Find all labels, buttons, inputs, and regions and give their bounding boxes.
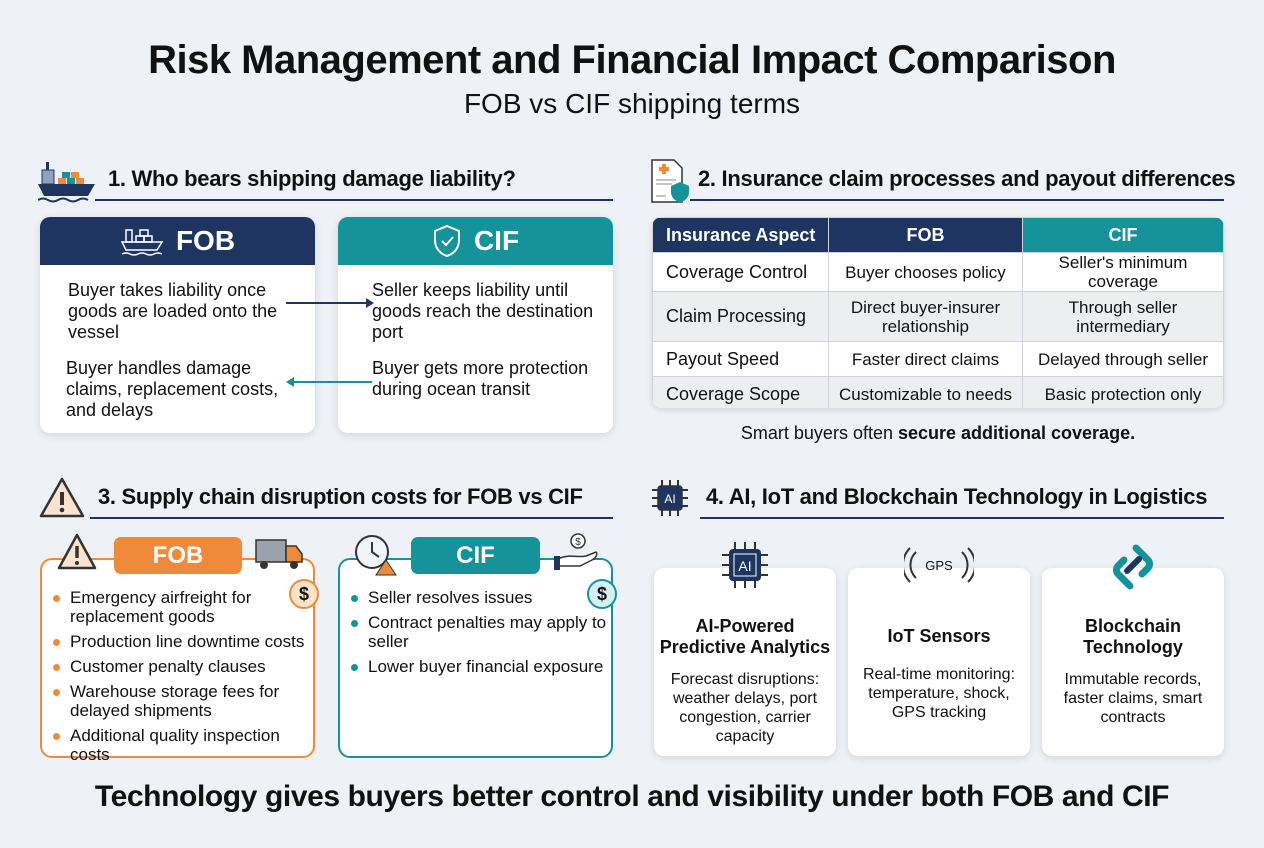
tech-card-text: Forecast disruptions: weather delays, po…: [670, 671, 820, 745]
delivery-truck-icon: [255, 539, 303, 569]
note-text: Smart buyers often: [740, 423, 898, 443]
list-item: Lower buyer financial exposure: [340, 657, 611, 676]
warning-icon: [57, 533, 97, 570]
table-row: Coverage Scope Customizable to needs Basic…: [652, 376, 1224, 408]
cell: Payout Speed: [652, 341, 829, 377]
cell: Basic protection only: [1022, 376, 1224, 408]
list-item: Warehouse storage fees for delayed shipm…: [42, 682, 313, 720]
cif-point-2: Buyer gets more protection during ocean …: [372, 358, 589, 399]
list-item: Contract penalties may apply to seller: [340, 613, 611, 651]
list-item: Additional quality inspection costs: [42, 726, 313, 764]
tech-card-text: Immutable records, faster claims, smart …: [1063, 671, 1203, 726]
divider: [90, 517, 613, 519]
cell: Buyer chooses policy: [828, 252, 1023, 292]
cell: Delayed through seller: [1022, 341, 1224, 377]
insurance-comparison-table: Insurance Aspect FOB CIF Coverage Control B…: [652, 217, 1224, 408]
page-title: Risk Management and Financial Impact Com…: [148, 38, 1116, 82]
cif-point-1: Seller keeps liability until goods reach…: [372, 280, 594, 342]
dollar-icon: $: [289, 579, 319, 609]
coverage-note: Smart buyers often secure additional cov…: [652, 423, 1224, 444]
fob-label: FOB: [175, 225, 236, 256]
table-row: Payout Speed Faster direct claims Delayed …: [652, 341, 1224, 377]
divider: [95, 199, 613, 201]
column-header: CIF: [1022, 217, 1224, 253]
section3-heading: 3. Supply chain disruption costs for FOB…: [98, 484, 583, 509]
cell: Coverage Scope: [652, 376, 829, 408]
cargo-ship-icon: [38, 162, 95, 203]
note-emphasis: secure additional coverage.: [897, 423, 1136, 443]
cif-cost-list: Seller resolves issues Contract penaltie…: [340, 588, 611, 676]
ai-icon-text: AI: [738, 558, 751, 574]
cif-pill: CIF: [411, 537, 540, 574]
dollar-icon: $: [587, 579, 617, 609]
divider: [690, 199, 1224, 201]
section4-heading: 4. AI, IoT and Blockchain Technology in …: [706, 484, 1208, 509]
tech-card-blockchain: Blockchain Technology Immutable records, …: [1042, 568, 1224, 756]
table-row: Claim Processing Direct buyer-insurer rel…: [652, 291, 1224, 342]
list-item: Seller resolves issues: [340, 588, 611, 607]
shield-check-icon: [433, 224, 460, 258]
gps-icon-text: GPS: [925, 558, 953, 573]
cell: Customizable to needs: [828, 376, 1023, 408]
cif-label: CIF: [473, 225, 520, 256]
footer-statement: Technology gives buyers better control a…: [94, 780, 1170, 813]
list-item: Customer penalty clauses: [42, 657, 313, 676]
fob-liability-card: FOB Buyer takes liability once goods are…: [40, 217, 315, 433]
section2-heading: 2. Insurance claim processes and payout …: [698, 166, 1236, 191]
list-item: Production line downtime costs: [42, 632, 313, 651]
fob-point-1: Buyer takes liability once goods are loa…: [68, 280, 278, 342]
fob-cost-list: Emergency airfreight for replacement goo…: [42, 588, 313, 764]
clock-delay-icon: [355, 535, 397, 576]
ai-chip-icon: AI: [652, 480, 688, 516]
tech-card-iot: IoT Sensors Real-time monitoring: tempera…: [848, 568, 1030, 756]
cif-disruption-box: Seller resolves issues Contract penaltie…: [338, 558, 617, 758]
column-header: Insurance Aspect: [652, 217, 829, 253]
tech-card-title: AI-Powered Predictive Analytics: [659, 616, 831, 657]
ai-chip-icon: AI: [722, 542, 768, 588]
column-header: FOB: [828, 217, 1023, 253]
list-item: Emergency airfreight for replacement goo…: [42, 588, 313, 626]
cargo-ship-icon: [120, 229, 164, 256]
insurance-document-icon: [651, 159, 689, 203]
fob-point-2: Buyer handles damage claims, replacement…: [66, 358, 279, 420]
svg-text:$: $: [575, 537, 581, 548]
section1-heading: 1. Who bears shipping damage liability?: [108, 166, 516, 191]
liability-transfer-arrows: [286, 298, 374, 387]
cell: Faster direct claims: [828, 341, 1023, 377]
gps-signal-icon: GPS: [904, 547, 974, 583]
warning-icon: [39, 477, 85, 518]
tech-card-title: IoT Sensors: [887, 626, 991, 646]
hand-money-icon: $: [554, 533, 598, 570]
cif-liability-card: CIF Seller keeps liability until goods r…: [338, 217, 613, 433]
cell: Through seller intermediary: [1022, 291, 1224, 342]
tech-card-title: Blockchain Technology: [1083, 616, 1183, 657]
svg-text:AI: AI: [664, 492, 675, 506]
divider: [700, 517, 1224, 519]
cell: Claim Processing: [652, 291, 829, 342]
fob-disruption-box: Emergency airfreight for replacement goo…: [40, 558, 319, 764]
page-subtitle: FOB vs CIF shipping terms: [463, 88, 801, 119]
table-row: Coverage Control Buyer chooses policy Sell…: [652, 252, 1224, 292]
tech-card-text: Real-time monitoring: temperature, shock…: [862, 666, 1016, 721]
cell: Seller's minimum coverage: [1022, 252, 1224, 292]
cell: Coverage Control: [652, 252, 829, 292]
chain-link-icon: [1113, 544, 1153, 590]
cell: Direct buyer-insurer relationship: [828, 291, 1023, 342]
tech-card-ai: AI-Powered Predictive Analytics Forecast …: [654, 568, 836, 756]
fob-pill: FOB: [114, 537, 242, 574]
